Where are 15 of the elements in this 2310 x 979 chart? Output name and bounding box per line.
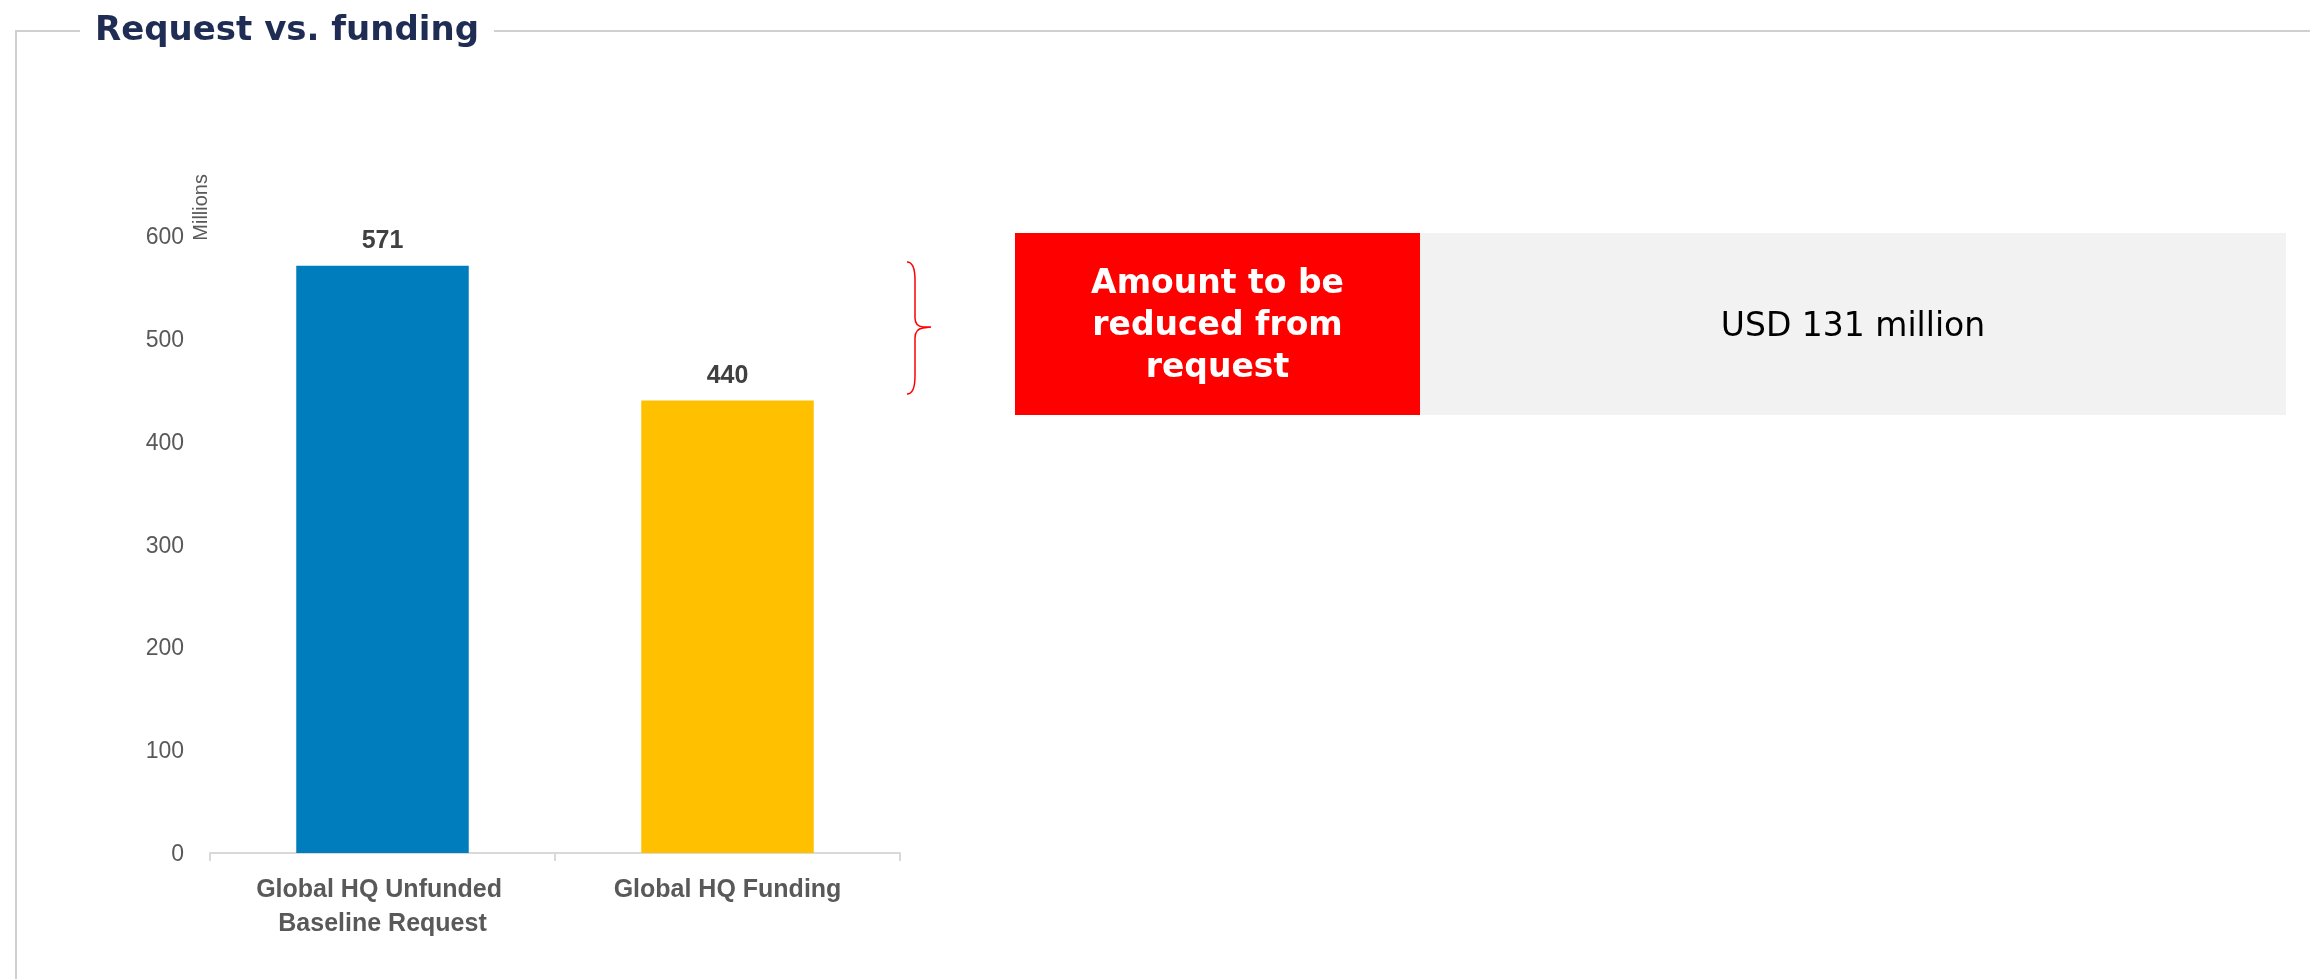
y-tick-label: 300 <box>145 531 184 558</box>
y-tick-label: 100 <box>145 737 184 764</box>
data-label: 571 <box>361 225 404 254</box>
y-axis-title: Millions <box>189 174 211 241</box>
x-tick-label: Global HQ Unfunded Baseline Request <box>256 874 509 936</box>
y-tick-label: 500 <box>145 325 184 352</box>
chart-title: Request vs. funding <box>80 8 495 48</box>
y-tick-label: 400 <box>145 428 184 455</box>
y-tick-label: 600 <box>145 223 184 249</box>
text: USD 131 million <box>1420 233 2286 415</box>
y-tick-label: 200 <box>145 634 184 661</box>
text: Amount to be reduced from request <box>1015 233 1420 415</box>
y-tick-label: 0 <box>171 840 184 866</box>
data-label: 440 <box>706 360 749 389</box>
x-tick-label: Global HQ Funding <box>613 874 842 902</box>
